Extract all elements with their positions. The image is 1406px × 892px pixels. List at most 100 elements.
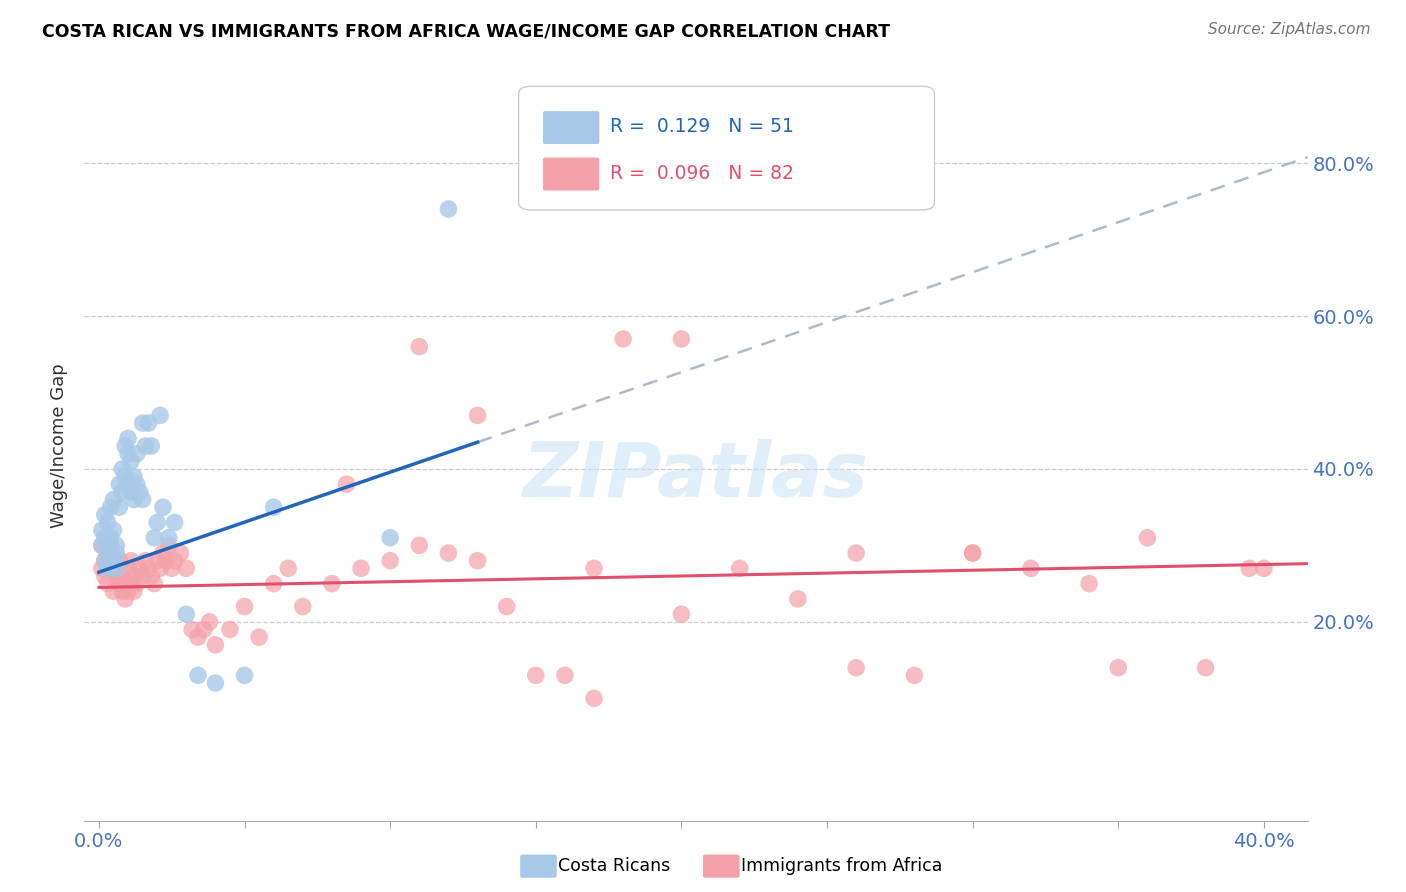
Point <box>90 538 112 552</box>
Point <box>114 576 136 591</box>
Point <box>108 477 131 491</box>
Point <box>152 546 174 560</box>
Point <box>103 554 125 568</box>
FancyBboxPatch shape <box>543 158 599 191</box>
Point <box>114 591 136 606</box>
Point <box>108 576 131 591</box>
Text: Immigrants from Africa: Immigrants from Africa <box>741 857 942 875</box>
Point <box>198 615 221 629</box>
Point <box>97 546 120 560</box>
Point <box>131 416 153 430</box>
Point <box>120 554 142 568</box>
Point <box>141 439 163 453</box>
Point <box>169 546 191 560</box>
Text: R =  0.129   N = 51: R = 0.129 N = 51 <box>610 118 794 136</box>
Point <box>100 531 122 545</box>
Point <box>125 576 148 591</box>
Point <box>97 576 120 591</box>
Point <box>100 538 122 552</box>
Point <box>114 469 136 483</box>
Point <box>122 584 145 599</box>
Point <box>962 546 984 560</box>
Point <box>117 561 139 575</box>
Point <box>1019 561 1042 575</box>
Point <box>90 523 112 537</box>
FancyBboxPatch shape <box>519 87 935 210</box>
Point <box>155 554 177 568</box>
Point <box>122 569 145 583</box>
Point <box>105 561 128 575</box>
Y-axis label: Wage/Income Gap: Wage/Income Gap <box>51 364 69 528</box>
Point <box>467 554 489 568</box>
Point <box>146 516 169 530</box>
Point <box>103 554 125 568</box>
Point <box>554 668 576 682</box>
Text: Costa Ricans: Costa Ricans <box>558 857 671 875</box>
Point <box>1078 576 1101 591</box>
Point <box>335 477 357 491</box>
Point <box>1239 561 1261 575</box>
Point <box>117 584 139 599</box>
Point <box>149 561 172 575</box>
Point <box>97 561 120 575</box>
Point <box>120 454 142 468</box>
Point <box>263 500 285 515</box>
Point <box>583 561 606 575</box>
Point <box>100 561 122 575</box>
Point <box>1107 661 1129 675</box>
Point <box>174 561 197 575</box>
Point <box>93 554 115 568</box>
Text: Source: ZipAtlas.com: Source: ZipAtlas.com <box>1208 22 1371 37</box>
Point <box>233 668 256 682</box>
Point <box>524 668 547 682</box>
Point <box>187 668 209 682</box>
Point <box>125 477 148 491</box>
Point <box>408 538 430 552</box>
Point <box>437 202 460 216</box>
Point <box>90 561 112 575</box>
Point <box>583 691 606 706</box>
Point <box>111 569 134 583</box>
Point <box>105 538 128 552</box>
Point <box>408 340 430 354</box>
Point <box>117 477 139 491</box>
Point <box>128 561 150 575</box>
Point <box>111 462 134 476</box>
Point <box>671 607 693 622</box>
Point <box>380 554 402 568</box>
Point <box>163 554 186 568</box>
Point <box>1136 531 1159 545</box>
Point <box>97 516 120 530</box>
Point <box>114 439 136 453</box>
Point <box>141 569 163 583</box>
Point <box>105 561 128 575</box>
Point <box>103 523 125 537</box>
Point <box>163 516 186 530</box>
Point <box>111 584 134 599</box>
Point <box>111 484 134 499</box>
Point <box>117 447 139 461</box>
Point <box>204 676 226 690</box>
Point <box>495 599 517 614</box>
Point <box>128 484 150 499</box>
Point <box>204 638 226 652</box>
Point <box>143 531 166 545</box>
Point <box>380 531 402 545</box>
Point <box>149 409 172 423</box>
Point <box>103 492 125 507</box>
Point <box>728 561 751 575</box>
Point <box>117 431 139 445</box>
Point <box>845 661 868 675</box>
Point <box>962 546 984 560</box>
Point <box>93 508 115 522</box>
Point <box>122 469 145 483</box>
Point <box>157 531 180 545</box>
Point <box>122 492 145 507</box>
Text: R =  0.096   N = 82: R = 0.096 N = 82 <box>610 164 794 183</box>
Point <box>93 569 115 583</box>
Point <box>138 416 160 430</box>
Point <box>321 576 343 591</box>
Point <box>131 492 153 507</box>
Point <box>90 538 112 552</box>
Point <box>120 484 142 499</box>
